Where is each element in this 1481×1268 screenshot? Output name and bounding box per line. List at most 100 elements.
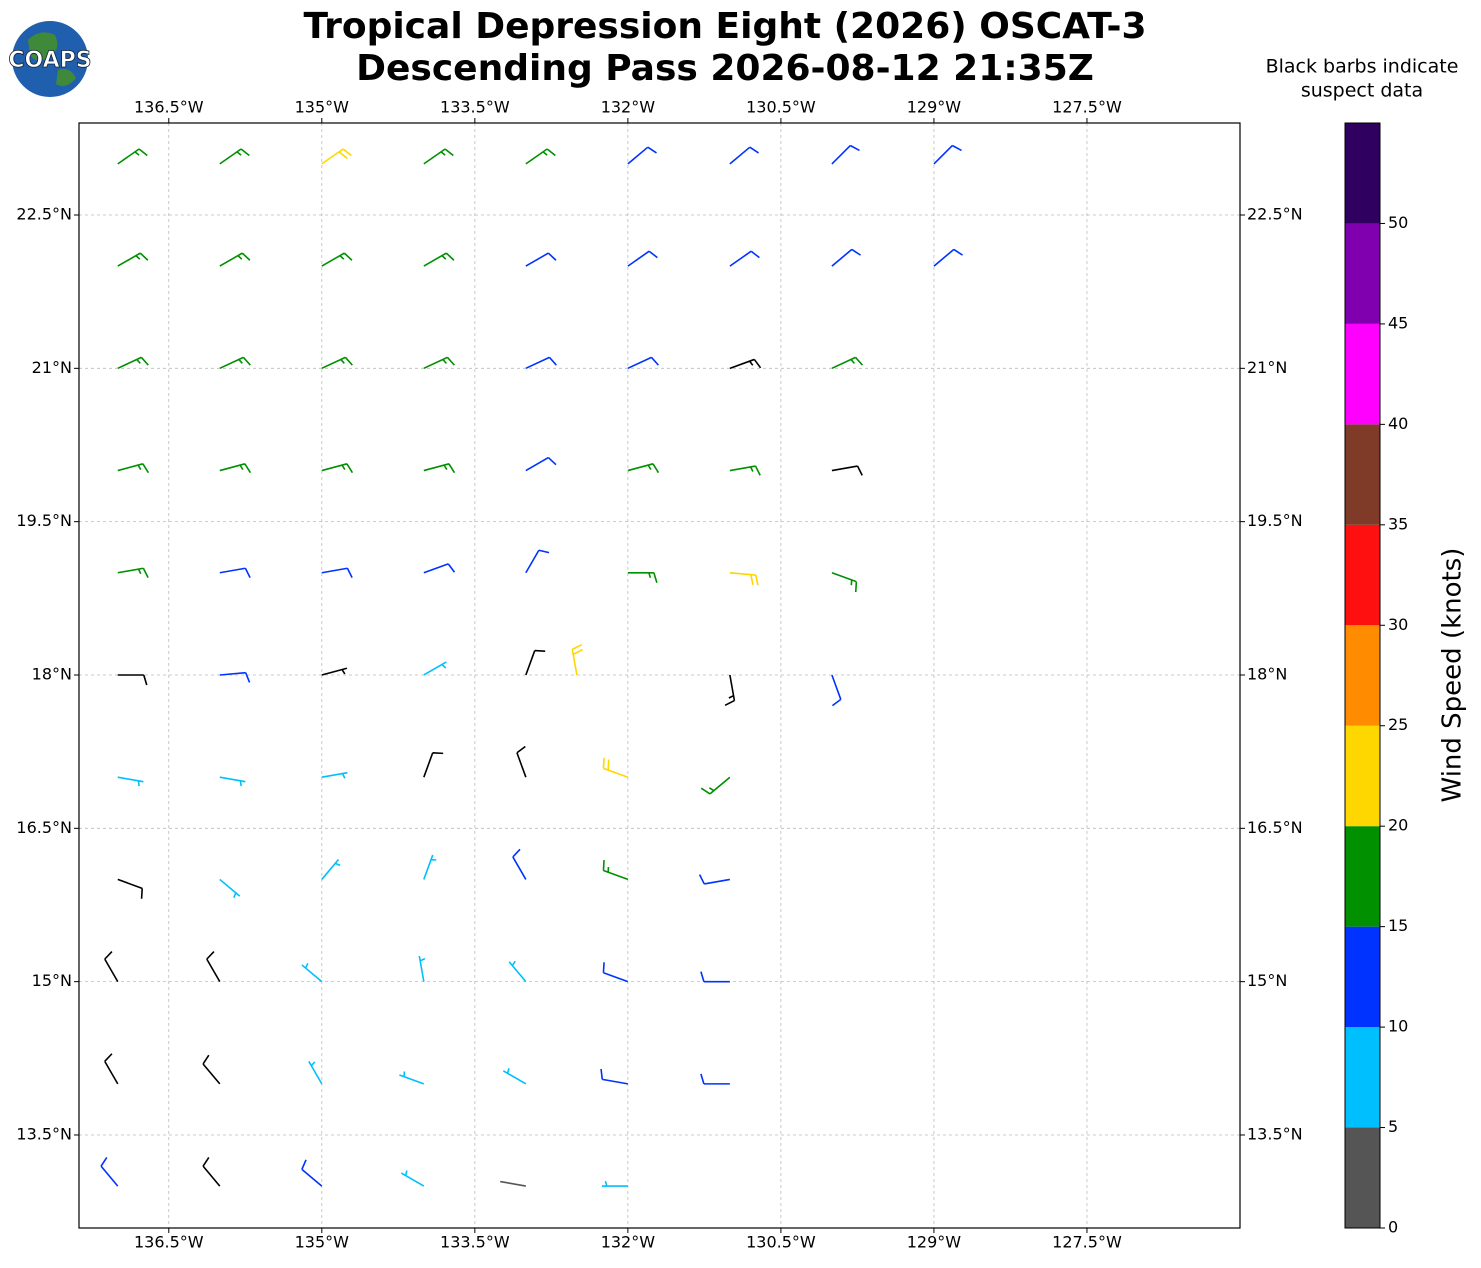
- wind-barb: [321, 463, 354, 474]
- wind-barb: [117, 878, 143, 899]
- wind-barb: [206, 950, 221, 983]
- wind-barb: [117, 776, 144, 787]
- wind-barb: [117, 567, 149, 578]
- wind-barb: [933, 144, 962, 165]
- wind-barb: [321, 771, 348, 779]
- wind-barb: [627, 571, 658, 583]
- y-tick-label: 18°N: [32, 664, 72, 683]
- colorbar-segment: [1345, 1027, 1380, 1128]
- y-tick-label: 21°N: [1247, 358, 1287, 377]
- wind-barb: [601, 1180, 628, 1187]
- y-tick-label: 16.5°N: [1247, 818, 1303, 837]
- wind-barb: [602, 860, 629, 881]
- colorbar-segment: [1345, 123, 1380, 224]
- colorbar-tick-label: 20: [1388, 816, 1408, 835]
- colorbar-label: Wind Speed (knots): [1438, 548, 1468, 803]
- wind-barb: [301, 963, 323, 983]
- wind-barb: [724, 674, 736, 706]
- wind-barb: [423, 661, 447, 676]
- wind-barb: [831, 248, 861, 267]
- colorbar-segment: [1345, 625, 1380, 726]
- x-tick-label: 135°W: [295, 98, 350, 117]
- wind-barb: [400, 1170, 425, 1187]
- wind-barb: [602, 962, 629, 983]
- x-tick-label: 135°W: [295, 1233, 350, 1252]
- wind-barb: [321, 858, 341, 880]
- wind-barb: [219, 776, 246, 787]
- wind-barb: [423, 252, 455, 267]
- wind-barb: [525, 456, 557, 472]
- colorbar-segment: [1345, 725, 1380, 827]
- wind-barb: [698, 874, 731, 885]
- wind-barb: [933, 248, 964, 267]
- wind-barb: [321, 567, 353, 578]
- logo-text: COAPS: [8, 48, 91, 73]
- y-tick-label: 13.5°N: [1247, 1124, 1303, 1143]
- wind-barb: [219, 671, 251, 683]
- wind-barb: [627, 356, 659, 370]
- colorbar-segment: [1345, 524, 1380, 626]
- y-tick-label: 22.5°N: [1247, 204, 1303, 223]
- y-tick-label: 16.5°N: [16, 818, 72, 837]
- y-tick-label: 15°N: [32, 971, 72, 990]
- colorbar-tick-label: 25: [1388, 715, 1408, 734]
- x-tick-label: 130.5°W: [746, 1233, 816, 1252]
- x-tick-label: 132°W: [601, 1233, 656, 1252]
- wind-barb: [117, 148, 148, 165]
- wind-barb: [831, 465, 863, 476]
- wind-barb: [525, 356, 557, 370]
- wind-barb: [525, 148, 556, 165]
- x-tick-label: 130.5°W: [746, 98, 816, 117]
- wind-barb: [321, 356, 353, 370]
- wind-barb: [423, 563, 456, 574]
- wind-barb: [117, 252, 149, 267]
- wind-barb: [321, 148, 352, 165]
- x-tick-label: 133.5°W: [440, 98, 510, 117]
- wind-barb: [202, 1054, 221, 1085]
- wind-barb: [321, 252, 353, 267]
- wind-barb: [219, 878, 241, 899]
- wind-barb: [627, 463, 660, 474]
- colorbar-tick-label: 40: [1388, 414, 1408, 433]
- plot-frame: [78, 122, 1241, 1229]
- wind-barb: [219, 252, 251, 267]
- y-tick-label: 21°N: [32, 358, 72, 377]
- y-tick-label: 15°N: [1247, 971, 1287, 990]
- colorbar-segment: [1345, 926, 1380, 1028]
- wind-barb: [219, 463, 252, 474]
- wind-barb: [627, 146, 657, 165]
- wind-barb: [508, 960, 527, 983]
- wind-barb: [104, 950, 119, 983]
- x-tick-label: 127.5°W: [1052, 98, 1122, 117]
- y-tick-label: 22.5°N: [16, 204, 72, 223]
- wind-barb: [301, 1159, 323, 1187]
- y-tick-label: 19.5°N: [16, 511, 72, 530]
- wind-barb: [100, 1157, 119, 1187]
- wind-barb: [308, 1060, 323, 1085]
- colorbar-tick-label: 35: [1388, 514, 1408, 533]
- wind-barb: [219, 148, 250, 165]
- wind-barb: [831, 674, 842, 707]
- colorbar-segment: [1345, 323, 1380, 425]
- logo-land: [28, 32, 76, 86]
- wind-barb: [423, 854, 437, 880]
- wind-barb: [104, 1053, 119, 1085]
- wind-barb: [321, 667, 348, 676]
- wind-barb: [831, 144, 860, 165]
- colorbar-segment: [1345, 223, 1380, 324]
- wind-barb: [512, 848, 527, 880]
- wind-barb: [399, 1071, 425, 1085]
- logo: COAPS: [8, 21, 92, 97]
- colorbar-segment: [1345, 826, 1380, 927]
- note: Black barbs indicate: [1266, 56, 1459, 78]
- wind-barb: [418, 955, 426, 982]
- x-tick-label: 132°W: [601, 98, 656, 117]
- wind-barb: [117, 463, 150, 474]
- colorbar-tick-label: 10: [1388, 1017, 1408, 1036]
- colorbar-segment: [1345, 424, 1380, 525]
- wind-barb: [602, 757, 629, 778]
- chart-subtitle: Descending Pass 2026-08-12 21:35Z: [356, 48, 1094, 89]
- wind-barb: [831, 356, 864, 370]
- wind-barb: [700, 776, 731, 795]
